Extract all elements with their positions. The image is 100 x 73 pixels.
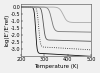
Y-axis label: log(E’/E’ref): log(E’/E’ref): [4, 14, 9, 46]
X-axis label: Temperature (K): Temperature (K): [34, 64, 78, 69]
